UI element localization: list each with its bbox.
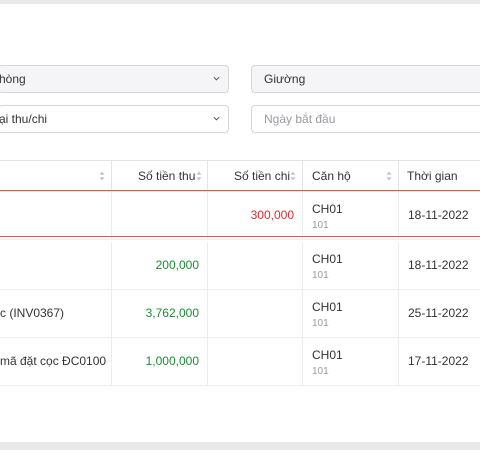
- chevron-down-icon: [213, 116, 220, 121]
- room-number: 101: [312, 270, 329, 281]
- column-header-description[interactable]: [0, 161, 112, 191]
- description-cell: [0, 192, 112, 239]
- column-header-expense-label: Số tiền chi: [234, 169, 291, 183]
- room-number: 101: [312, 318, 329, 329]
- apartment-cell: CH01 101: [303, 338, 399, 385]
- expense-cell: 300,000: [208, 192, 303, 239]
- apartment-name: CH01: [312, 202, 343, 216]
- income-cell: [112, 192, 208, 239]
- income-amount: 200,000: [155, 258, 199, 272]
- sort-icon[interactable]: [99, 171, 105, 181]
- table-row[interactable]: 300,000 CH01 101 18-11-2022: [0, 192, 480, 240]
- bed-select[interactable]: Giường: [251, 65, 480, 93]
- apartment-cell: CH01 101: [303, 290, 399, 337]
- time-text: 18-11-2022: [408, 208, 469, 222]
- description-cell: [0, 242, 112, 289]
- room-number: 101: [312, 220, 329, 231]
- time-cell: 17-11-2022: [399, 338, 480, 385]
- room-select-value: hòng: [0, 72, 26, 86]
- chevron-down-icon: [213, 76, 220, 81]
- expense-amount: 300,000: [250, 208, 294, 222]
- room-number: 101: [312, 366, 329, 377]
- column-header-apartment[interactable]: Căn hộ: [303, 161, 399, 191]
- table-row[interactable]: mã đặt cọc ĐC0100 1,000,000 CH01 101 17-…: [0, 338, 480, 386]
- apartment-cell: CH01 101: [303, 242, 399, 289]
- time-cell: 25-11-2022: [399, 290, 480, 337]
- apartment-name: CH01: [312, 252, 343, 266]
- apartment-name: CH01: [312, 300, 343, 314]
- table-header: Số tiền thu Số tiền chi Căn hộ Thời gian: [0, 160, 480, 192]
- time-text: 17-11-2022: [408, 354, 469, 368]
- apartment-name: CH01: [312, 348, 343, 362]
- time-text: 18-11-2022: [408, 258, 469, 272]
- income-cell: 200,000: [112, 242, 208, 289]
- time-cell: 18-11-2022: [399, 192, 480, 239]
- room-select[interactable]: hòng: [0, 65, 229, 93]
- description-cell: mã đặt cọc ĐC0100: [0, 338, 112, 385]
- apartment-cell: CH01 101: [303, 192, 399, 239]
- description-cell: c (INV0367): [0, 290, 112, 337]
- sort-icon[interactable]: [386, 171, 392, 181]
- column-header-income[interactable]: Số tiền thu: [112, 161, 208, 191]
- time-cell: 18-11-2022: [399, 242, 480, 289]
- bed-select-value: Giường: [264, 72, 306, 86]
- sort-icon[interactable]: [290, 171, 296, 181]
- description-text: c (INV0367): [0, 306, 65, 320]
- column-header-time-label: Thời gian: [407, 169, 458, 183]
- description-text: mã đặt cọc ĐC0100: [0, 354, 107, 368]
- column-header-income-label: Số tiền thu: [138, 169, 196, 183]
- table-row[interactable]: 200,000 CH01 101 18-11-2022: [0, 242, 480, 290]
- income-amount: 1,000,000: [145, 354, 199, 368]
- transaction-type-value: ại thu/chi: [0, 112, 48, 126]
- sort-icon[interactable]: [196, 171, 202, 181]
- column-header-time[interactable]: Thời gian: [399, 161, 480, 191]
- column-header-apartment-label: Căn hộ: [312, 169, 351, 183]
- transaction-type-select[interactable]: ại thu/chi: [0, 105, 229, 133]
- income-amount: 3,762,000: [145, 306, 199, 320]
- start-date-input[interactable]: Ngày bắt đầu: [251, 105, 480, 133]
- time-text: 25-11-2022: [408, 306, 469, 320]
- table-row[interactable]: c (INV0367) 3,762,000 CH01 101 25-11-202…: [0, 290, 480, 338]
- start-date-placeholder: Ngày bắt đầu: [264, 112, 336, 126]
- column-header-expense[interactable]: Số tiền chi: [208, 161, 303, 191]
- expense-cell: [208, 290, 303, 337]
- income-cell: 1,000,000: [112, 338, 208, 385]
- income-cell: 3,762,000: [112, 290, 208, 337]
- expense-cell: [208, 338, 303, 385]
- expense-cell: [208, 242, 303, 289]
